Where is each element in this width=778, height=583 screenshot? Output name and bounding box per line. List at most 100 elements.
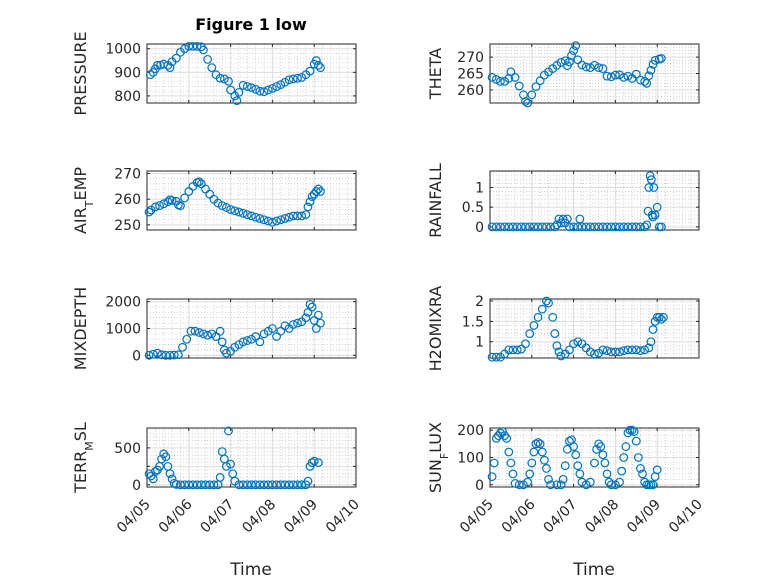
subplot-3: 250 260 270 AIRTEMP	[71, 167, 357, 234]
data-point	[196, 480, 206, 490]
data-point	[247, 211, 256, 221]
data-point	[255, 214, 265, 223]
data-point	[510, 73, 520, 82]
data-point	[542, 464, 551, 473]
data-point	[611, 347, 620, 357]
y-tick-label: 100	[457, 451, 484, 467]
data-point	[656, 54, 666, 63]
data-point	[638, 469, 647, 479]
data-point	[533, 222, 543, 232]
data-point	[268, 217, 277, 227]
data-point	[209, 480, 219, 490]
y-tick-label: 0.5	[462, 200, 484, 216]
data-point	[531, 439, 541, 449]
data-point	[144, 350, 154, 360]
data-point	[234, 480, 244, 490]
data-point	[600, 458, 610, 468]
data-point	[268, 324, 277, 333]
data-point	[617, 466, 627, 476]
data-point	[512, 222, 522, 232]
data-point	[226, 205, 236, 214]
data-point	[544, 474, 553, 484]
data-point	[546, 222, 556, 232]
y-tick-label: 200	[457, 423, 484, 439]
data-point	[569, 339, 578, 349]
data-point	[645, 171, 655, 181]
data-point	[533, 438, 543, 447]
y-axis-label: THETA	[426, 48, 445, 100]
data-point	[508, 469, 518, 479]
data-point	[489, 458, 499, 468]
subplot-5: 0 1000 2000 MIXDEPTH	[71, 287, 357, 370]
data-point	[565, 436, 574, 446]
data-point	[585, 347, 595, 357]
data-point	[234, 87, 244, 97]
y-tick-label: 270	[114, 167, 141, 183]
data-point	[573, 461, 583, 471]
y-axis-label: SUNFLUX	[426, 422, 451, 493]
data-point	[502, 433, 512, 443]
y-tick-label: 800	[114, 89, 141, 105]
data-point	[656, 222, 666, 232]
data-point	[309, 456, 319, 466]
data-point	[606, 72, 616, 82]
data-point	[169, 350, 179, 360]
data-point	[311, 187, 321, 196]
axes-box	[146, 427, 357, 488]
data-point	[184, 41, 194, 51]
data-point	[242, 480, 252, 490]
data-point	[268, 480, 277, 490]
data-point	[590, 60, 599, 70]
data-point	[652, 202, 662, 212]
data-point	[648, 325, 658, 334]
data-point	[313, 184, 323, 194]
y-tick-label: 260	[457, 83, 484, 99]
data-point	[251, 84, 261, 94]
data-point	[648, 480, 658, 490]
data-point	[623, 222, 633, 232]
data-point	[284, 212, 294, 222]
y-tick-label: 0	[475, 220, 484, 236]
data-point	[288, 320, 298, 329]
data-point	[190, 326, 200, 336]
data-point	[573, 55, 583, 65]
data-point	[167, 196, 177, 205]
data-point	[251, 212, 261, 222]
data-point	[203, 54, 213, 64]
data-point	[594, 63, 604, 72]
data-point	[316, 63, 325, 72]
data-point	[535, 76, 545, 86]
data-point	[222, 348, 231, 358]
y-tick-label: 0	[475, 478, 484, 494]
data-point	[222, 203, 231, 212]
y-tick-label: 1000	[105, 322, 141, 338]
y-tick-label: 260	[114, 192, 141, 208]
data-point	[180, 44, 190, 54]
data-point	[171, 480, 181, 489]
data-point	[199, 45, 208, 55]
data-point	[544, 298, 553, 308]
data-point	[276, 326, 286, 336]
data-point	[527, 90, 537, 100]
data-point	[521, 339, 530, 349]
data-point	[594, 222, 604, 232]
data-point	[656, 314, 666, 324]
data-point	[155, 201, 164, 211]
data-point	[184, 480, 194, 490]
data-point	[284, 480, 294, 490]
data-point	[496, 76, 505, 86]
data-point	[552, 220, 562, 230]
data-point	[201, 480, 210, 490]
data-point	[180, 193, 190, 203]
data-point	[596, 442, 606, 451]
data-point	[510, 479, 520, 488]
data-point	[550, 222, 560, 232]
plot-area	[490, 171, 699, 230]
data-point	[652, 465, 662, 475]
data-point	[288, 480, 298, 490]
data-point	[496, 222, 505, 232]
data-point	[242, 336, 252, 345]
y-axis-label: TERRMSL	[71, 422, 96, 494]
data-point	[521, 96, 530, 106]
data-point	[619, 222, 629, 232]
